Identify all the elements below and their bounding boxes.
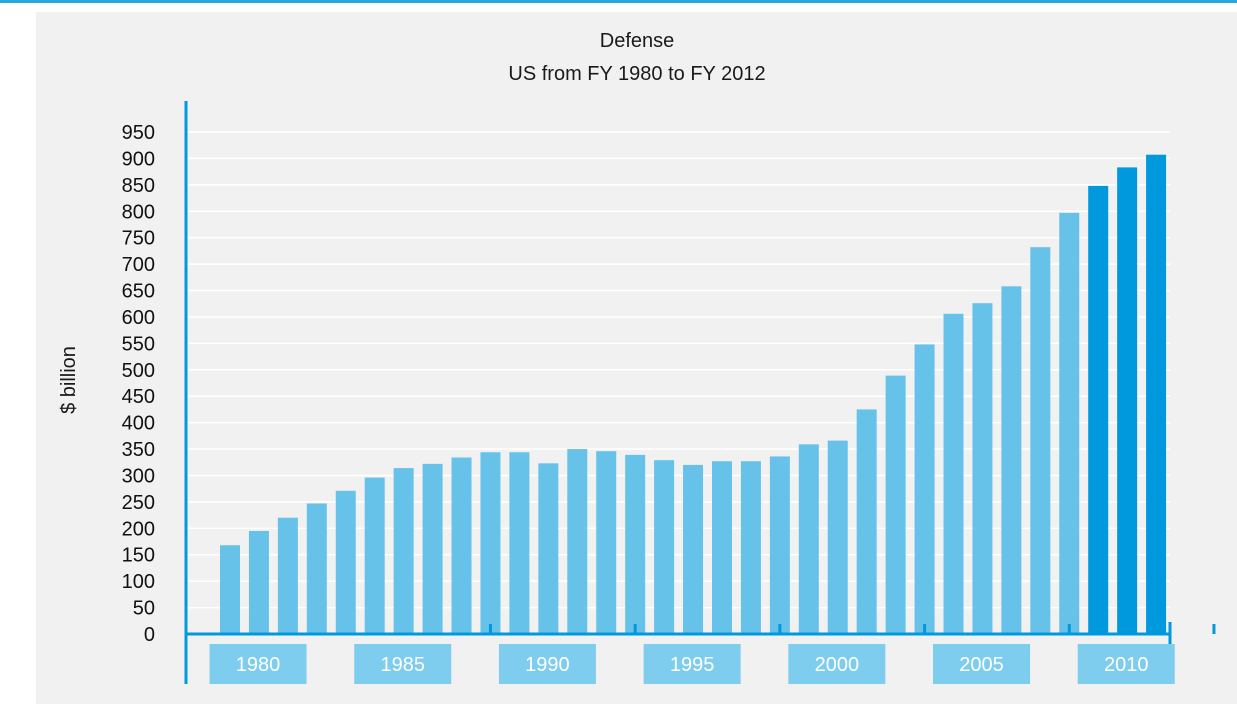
y-tick-labels: 0 50 100 150 200 250 300 350 400 450 500 550 600 650 7… [122, 122, 155, 646]
x-tick-label: 2000 [815, 654, 860, 676]
y-tick-label: 250 [122, 492, 155, 514]
y-tick-label: 850 [122, 175, 155, 197]
y-tick-label: 150 [122, 545, 155, 567]
y-tick-label: 400 [122, 413, 155, 435]
x-tick-box [1077, 644, 1175, 684]
bar-1997 [711, 461, 732, 634]
chart-title: Defense [600, 30, 675, 52]
bar-2003 [885, 375, 906, 634]
bar-2008 [1030, 247, 1051, 634]
bar-2001 [827, 440, 848, 634]
y-tick-label: 300 [122, 465, 155, 487]
bar-1990 [509, 452, 530, 634]
y-tick-label: 600 [122, 307, 155, 329]
x-tick-box [643, 644, 741, 684]
bar-1989 [480, 452, 501, 634]
bar-2010 [1088, 185, 1109, 635]
bar-1985 [364, 477, 385, 634]
x-tick-label: 2005 [959, 654, 1004, 676]
y-tick-label: 200 [122, 518, 155, 540]
x-tick-box [209, 644, 307, 684]
y-tick-label: 100 [122, 571, 155, 593]
y-tick-label: 950 [122, 122, 155, 144]
y-axis-label: $ billion [58, 346, 80, 414]
y-tick-label: 900 [122, 148, 155, 170]
bar-2007 [1001, 286, 1022, 634]
bar-1998 [740, 461, 761, 634]
bar-2004 [914, 344, 935, 634]
bar-1995 [654, 460, 675, 634]
bar-2000 [798, 444, 819, 634]
y-tick-label: 700 [122, 254, 155, 276]
x-tick-label: 1980 [236, 654, 281, 676]
y-tick-label: 350 [122, 439, 155, 461]
y-tick-label: 0 [144, 624, 155, 646]
bar-1980 [220, 545, 240, 634]
y-tick-label: 500 [122, 360, 155, 382]
y-tick-label: 650 [122, 281, 155, 303]
x-tick-box [788, 644, 886, 684]
bar-1986 [393, 468, 414, 634]
bars [220, 154, 1167, 635]
bar-1982 [277, 517, 298, 634]
y-tick-label: 750 [122, 228, 155, 250]
bar-2009 [1059, 212, 1080, 634]
bar-1991 [538, 463, 559, 634]
x-tick-label: 1995 [670, 654, 715, 676]
x-tick-label: 1990 [525, 654, 570, 676]
bar-1992 [567, 449, 588, 634]
axes [184, 101, 1216, 684]
bar-1983 [306, 503, 327, 634]
bar-2005 [943, 313, 964, 634]
bar-2011 [1117, 167, 1138, 634]
bar-2012 [1146, 154, 1167, 634]
x-tick-label: 1985 [380, 654, 425, 676]
x-tick-box [933, 644, 1031, 684]
gridlines [186, 131, 1170, 609]
x-tick-box [498, 644, 596, 684]
bar-1981 [248, 530, 269, 634]
x-tick-label: 2010 [1104, 654, 1149, 676]
x-tick-labels: 1980 1985 1990 1995 2000 2005 2010 [209, 644, 1175, 684]
bar-1994 [625, 454, 646, 634]
top-accent-rule [0, 0, 1237, 3]
y-tick-label: 450 [122, 386, 155, 408]
y-tick-label: 550 [122, 333, 155, 355]
bar-1999 [769, 456, 790, 634]
y-tick-label: 50 [133, 598, 155, 620]
y-tick-label: 800 [122, 201, 155, 223]
x-tick-box [354, 644, 452, 684]
bar-2002 [856, 409, 877, 634]
bar-1993 [596, 451, 617, 634]
bar-1996 [683, 464, 704, 634]
chart-subtitle: US from FY 1980 to FY 2012 [508, 63, 765, 85]
bar-1984 [335, 490, 356, 634]
bar-1988 [451, 457, 472, 634]
bar-2006 [972, 303, 993, 634]
bar-1987 [422, 463, 443, 634]
